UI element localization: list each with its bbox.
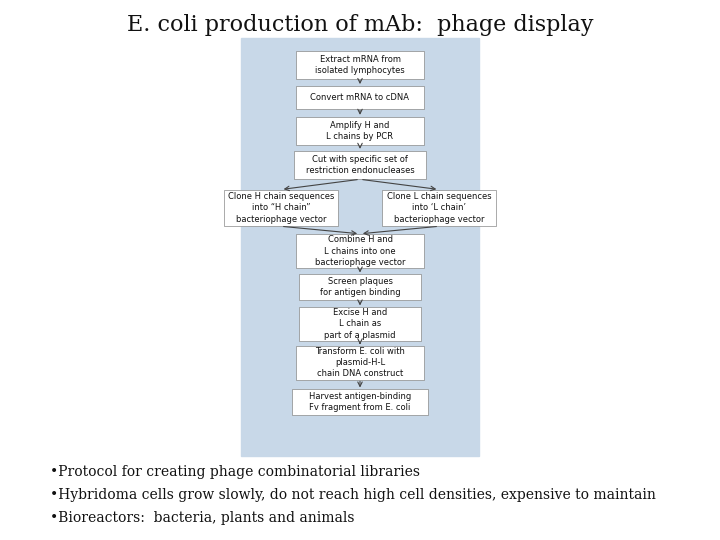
FancyBboxPatch shape xyxy=(296,86,424,109)
Text: Convert mRNA to cDNA: Convert mRNA to cDNA xyxy=(310,93,410,102)
Text: Screen plaques
for antigen binding: Screen plaques for antigen binding xyxy=(320,277,400,298)
FancyBboxPatch shape xyxy=(223,190,338,226)
Text: Clone L chain sequences
into ‘L chain’
bacteriophage vector: Clone L chain sequences into ‘L chain’ b… xyxy=(387,192,492,224)
Text: Extract mRNA from
isolated lymphocytes: Extract mRNA from isolated lymphocytes xyxy=(315,55,405,75)
Text: •Bioreactors:  bacteria, plants and animals: •Bioreactors: bacteria, plants and anima… xyxy=(50,511,355,525)
Text: •Protocol for creating phage combinatorial libraries: •Protocol for creating phage combinatori… xyxy=(50,465,420,480)
FancyBboxPatch shape xyxy=(292,389,428,415)
Text: Harvest antigen-binding
Fv fragment from E. coli: Harvest antigen-binding Fv fragment from… xyxy=(309,392,411,413)
Text: Amplify H and
L chains by PCR: Amplify H and L chains by PCR xyxy=(326,120,394,141)
Text: Excise H and
L chain as
part of a plasmid: Excise H and L chain as part of a plasmi… xyxy=(324,308,396,340)
Text: •Hybridoma cells grow slowly, do not reach high cell densities, expensive to mai: •Hybridoma cells grow slowly, do not rea… xyxy=(50,488,656,502)
FancyBboxPatch shape xyxy=(300,307,420,341)
FancyBboxPatch shape xyxy=(296,234,424,268)
FancyBboxPatch shape xyxy=(382,190,497,226)
Text: Cut with specific set of
restriction endonucleases: Cut with specific set of restriction end… xyxy=(305,154,415,175)
Text: Clone H chain sequences
into “H chain”
bacteriophage vector: Clone H chain sequences into “H chain” b… xyxy=(228,192,334,224)
FancyBboxPatch shape xyxy=(294,151,426,179)
Text: E. coli production of mAb:  phage display: E. coli production of mAb: phage display xyxy=(127,14,593,36)
FancyBboxPatch shape xyxy=(296,346,424,380)
Text: Transform E. coli with
plasmid-H-L
chain DNA construct: Transform E. coli with plasmid-H-L chain… xyxy=(315,347,405,379)
FancyBboxPatch shape xyxy=(300,274,420,300)
FancyBboxPatch shape xyxy=(241,38,479,456)
Text: Combine H and
L chains into one
bacteriophage vector: Combine H and L chains into one bacterio… xyxy=(315,235,405,267)
FancyBboxPatch shape xyxy=(296,51,424,79)
FancyBboxPatch shape xyxy=(296,117,424,145)
